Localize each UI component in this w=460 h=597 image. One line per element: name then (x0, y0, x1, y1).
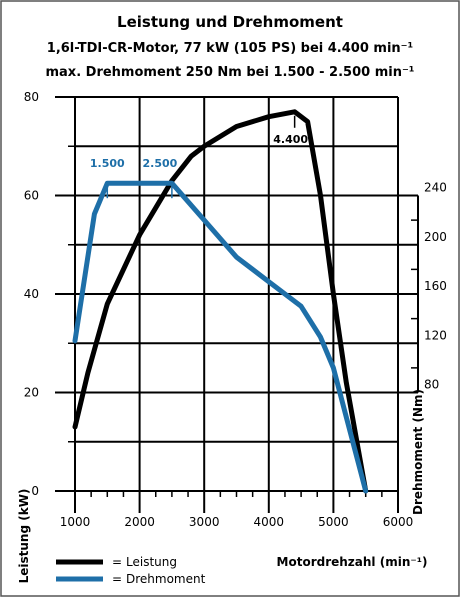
y-right-tick-label: 160 (424, 279, 447, 293)
x-tick-label: 4000 (254, 515, 285, 529)
y-right-tick-label: 80 (424, 378, 439, 392)
y-left-axis-label-group: Leistung (kW) (17, 489, 31, 584)
x-tick-label: 6000 (383, 515, 414, 529)
y-right-tick-label: 120 (424, 328, 447, 342)
y-left-axis-ticks: 0 20 40 60 80 (24, 90, 75, 498)
chart-annotations: 4.400 1.500 2.500 (90, 115, 308, 199)
y-right-axis-label-group: Drehmoment (Nm) (411, 389, 425, 515)
y-left-axis-label: Leistung (kW) (17, 489, 31, 584)
series-line-leistung (72, 109, 369, 494)
y-right-axis-ticks: 80 120 160 200 240 (398, 181, 447, 394)
legend-eq-drehmoment: = (112, 572, 122, 586)
legend-eq-leistung: = (112, 555, 122, 569)
series-line-drehmoment (72, 180, 369, 494)
y-left-tick-label: 20 (24, 386, 39, 400)
annotation-label: 4.400 (273, 133, 308, 146)
y-right-axis-label: Drehmoment (Nm) (411, 389, 425, 515)
y-left-tick-label: 0 (31, 484, 39, 498)
y-left-tick-label: 80 (24, 90, 39, 104)
chart-subtitle-1: 1,6l-TDI-CR-Motor, 77 kW (105 PS) bei 4.… (47, 41, 413, 56)
x-tick-label: 5000 (318, 515, 349, 529)
x-tick-label: 2000 (124, 515, 155, 529)
legend: = Leistung = Drehmoment (56, 555, 206, 586)
legend-label-drehmoment: Drehmoment (126, 572, 206, 586)
chart-subtitle-2: max. Drehmoment 250 Nm bei 1.500 - 2.500… (45, 65, 414, 80)
x-tick-label: 1000 (60, 515, 91, 529)
y-right-tick-label: 200 (424, 230, 447, 244)
y-right-tick-label: 240 (424, 181, 447, 195)
x-axis-ticks: 1000 2000 3000 4000 5000 6000 (60, 491, 414, 529)
annotation-label: 1.500 (90, 157, 125, 170)
y-left-tick-label: 60 (24, 189, 39, 203)
x-axis-label: Motordrehzahl (min⁻¹) (277, 555, 428, 569)
x-tick-label: 3000 (189, 515, 220, 529)
annotation-label: 2.500 (143, 157, 178, 170)
chart-series (72, 109, 369, 494)
legend-label-leistung: Leistung (126, 555, 177, 569)
y-left-tick-label: 40 (24, 287, 39, 301)
chart-title: Leistung und Drehmoment (117, 13, 343, 31)
